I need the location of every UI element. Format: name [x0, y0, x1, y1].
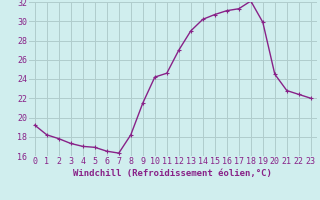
X-axis label: Windchill (Refroidissement éolien,°C): Windchill (Refroidissement éolien,°C)	[73, 169, 272, 178]
